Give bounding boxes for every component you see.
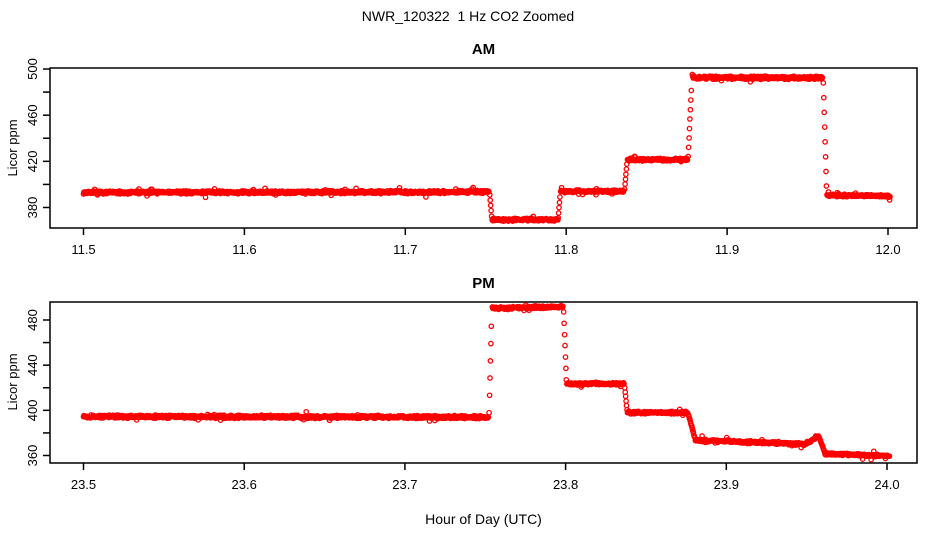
data-point xyxy=(487,197,494,204)
x-tick-label: 11.5 xyxy=(71,242,95,257)
x-tick-label: 23.6 xyxy=(232,477,257,492)
data-point xyxy=(562,342,568,349)
data-points-am xyxy=(80,71,893,224)
plot-box-am xyxy=(49,67,918,229)
data-point xyxy=(823,168,829,175)
x-tick-label: 24.0 xyxy=(874,477,899,492)
x-tick-label: 23.9 xyxy=(714,477,739,492)
data-point xyxy=(685,153,692,160)
data-points-pm xyxy=(80,302,893,463)
data-point xyxy=(487,375,493,381)
data-point xyxy=(687,97,694,103)
data-point xyxy=(560,309,567,315)
x-axis-am: 11.5 11.6 11.7 11.8 11.9 12.0 xyxy=(71,228,901,257)
panel-title-am: AM xyxy=(471,41,496,58)
x-tick-label: 23.5 xyxy=(71,477,96,492)
x-tick-label: 23.8 xyxy=(553,477,578,492)
y-tick-label: 420 xyxy=(25,150,40,172)
data-point xyxy=(822,139,828,145)
y-tick-label: 380 xyxy=(25,197,40,219)
y-tick-label: 460 xyxy=(25,104,40,126)
x-tick-label: 12.0 xyxy=(875,242,900,257)
y-tick-label: 360 xyxy=(25,445,40,467)
data-point xyxy=(686,135,692,141)
x-axis-pm: 23.5 23.6 23.7 23.8 23.9 24.0 xyxy=(71,463,900,492)
data-point xyxy=(487,358,494,364)
data-point xyxy=(822,153,829,160)
data-point xyxy=(823,183,830,189)
x-tick-label: 11.7 xyxy=(393,242,417,257)
data-point xyxy=(688,87,695,94)
data-point xyxy=(556,199,563,206)
x-tick-label: 11.8 xyxy=(554,242,578,257)
y-tick-label: 500 xyxy=(25,58,40,80)
data-point xyxy=(486,188,492,195)
data-point xyxy=(561,331,568,338)
data-point xyxy=(819,74,826,81)
data-point xyxy=(556,204,562,211)
data-point xyxy=(886,453,893,460)
data-point xyxy=(488,207,494,214)
panel-pm: 23.5 23.6 23.7 23.8 23.9 24.0 360 400 440 480 xyxy=(25,301,918,492)
x-axis-label: Hour of Day (UTC) xyxy=(425,511,542,527)
data-point xyxy=(557,194,563,200)
data-point xyxy=(486,409,492,416)
data-point xyxy=(303,408,310,415)
data-point xyxy=(623,171,629,178)
data-point xyxy=(487,202,494,209)
data-point xyxy=(821,109,828,116)
data-point xyxy=(622,181,628,187)
data-point xyxy=(563,365,569,372)
data-point xyxy=(887,193,893,200)
data-point xyxy=(561,320,567,327)
data-point xyxy=(622,176,629,183)
y-tick-label: 440 xyxy=(25,354,40,376)
x-tick-label: 11.6 xyxy=(232,242,256,257)
y-tick-label: 480 xyxy=(25,309,40,331)
panel-am: 11.5 11.6 11.7 11.8 11.9 12.0 380 420 460 500 xyxy=(25,58,918,257)
data-point xyxy=(560,303,566,310)
y-axis-am: 380 420 460 500 xyxy=(25,58,50,218)
data-point xyxy=(486,192,493,198)
data-point xyxy=(690,429,697,436)
data-point xyxy=(687,116,693,122)
x-tick-label: 23.7 xyxy=(392,477,417,492)
data-point xyxy=(488,340,494,347)
data-point xyxy=(685,144,692,151)
data-point xyxy=(820,94,827,101)
x-tick-label: 11.9 xyxy=(715,242,739,257)
data-point xyxy=(623,166,630,172)
data-point xyxy=(623,398,629,404)
plot-box-pm xyxy=(49,301,918,464)
data-point xyxy=(821,124,828,130)
data-point xyxy=(562,354,569,360)
y-tick-label: 400 xyxy=(25,399,40,421)
figure-title: NWR_120322 1 Hz CO2 Zoomed xyxy=(361,8,575,24)
panel-title-pm: PM xyxy=(472,275,495,292)
data-point xyxy=(686,125,693,132)
data-point xyxy=(684,157,691,163)
y-axis-pm: 360 400 440 480 xyxy=(25,309,50,466)
data-point xyxy=(687,106,694,113)
data-point xyxy=(820,80,827,86)
data-point xyxy=(486,392,493,399)
data-point xyxy=(886,197,893,203)
data-point xyxy=(555,210,562,216)
data-point xyxy=(488,323,495,330)
